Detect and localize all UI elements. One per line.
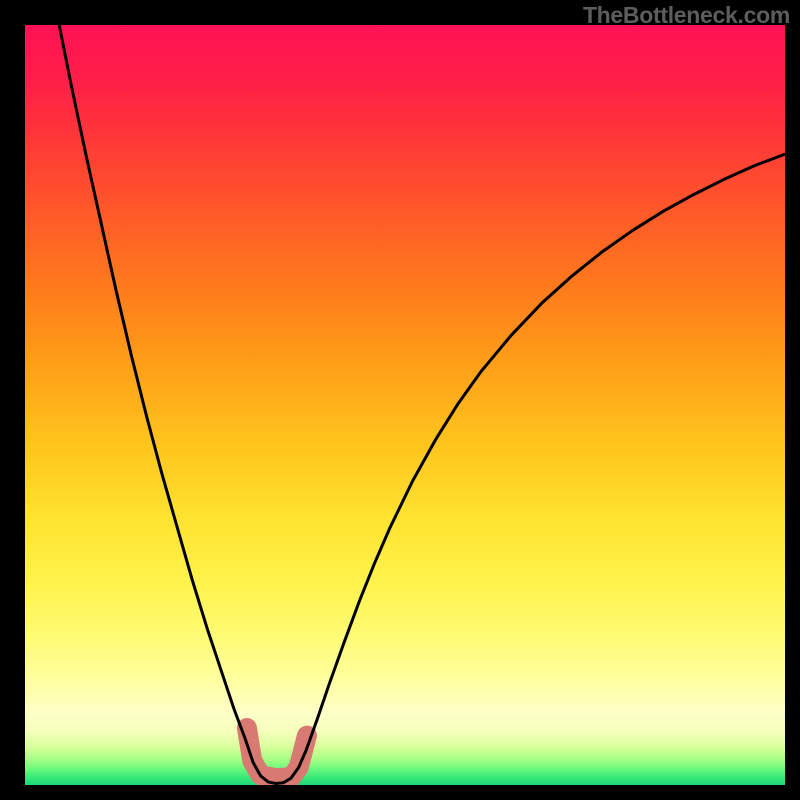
chart-plot-area bbox=[25, 25, 785, 785]
chart-svg bbox=[25, 25, 785, 785]
watermark-text: TheBottleneck.com bbox=[583, 2, 790, 29]
chart-background bbox=[25, 25, 785, 785]
